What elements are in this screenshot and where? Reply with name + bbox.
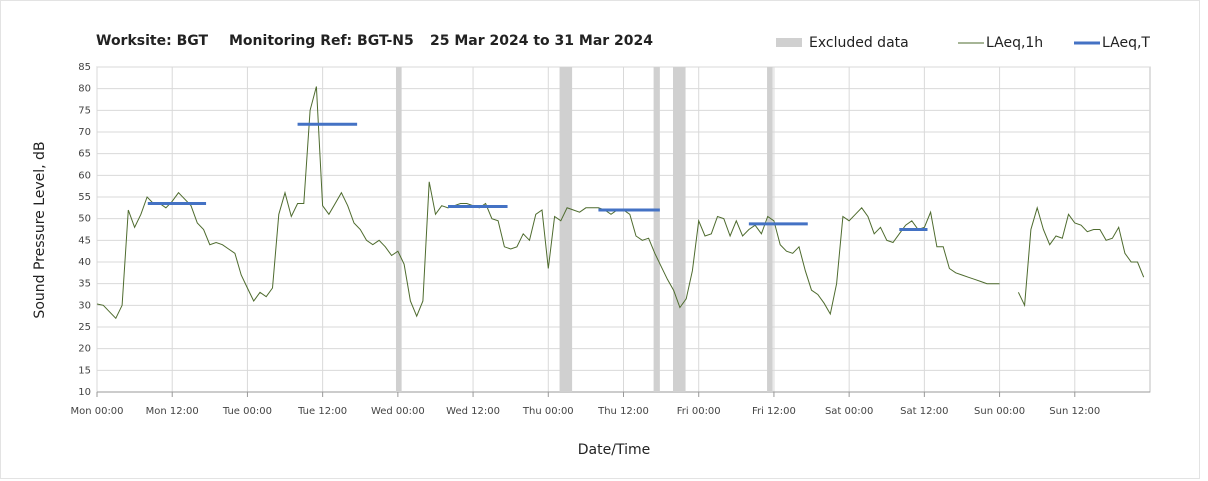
- y-tick-label: 30: [78, 300, 91, 311]
- x-tick-label: Sat 12:00: [900, 406, 948, 417]
- y-tick-label: 55: [78, 192, 91, 203]
- y-tick-label: 45: [78, 235, 91, 246]
- x-tick-label: Fri 12:00: [752, 406, 796, 417]
- x-tick-label: Wed 12:00: [446, 406, 500, 417]
- excluded-band: [559, 67, 573, 392]
- y-tick-label: 60: [78, 170, 91, 181]
- y-tick-label: 80: [78, 84, 91, 95]
- x-axis-label: Date/Time: [578, 442, 650, 458]
- title-dates: 25 Mar 2024 to 31 Mar 2024: [430, 33, 653, 49]
- title-ref: Monitoring Ref: BGT-N5: [229, 33, 414, 49]
- legend-swatch: [776, 38, 802, 47]
- y-tick-label: 20: [78, 344, 91, 355]
- series-line: [96, 86, 1145, 320]
- y-tick-label: 10: [78, 387, 91, 398]
- legend-label: LAeq,T: [1102, 35, 1150, 51]
- excluded-band: [673, 67, 686, 392]
- y-tick-label: 70: [78, 127, 91, 138]
- excluded-band: [395, 67, 402, 392]
- y-tick-label: 85: [78, 62, 91, 73]
- x-tick-label: Sun 12:00: [1049, 406, 1100, 417]
- y-tick-label: 35: [78, 279, 91, 290]
- y-tick-label: 25: [78, 322, 91, 333]
- excluded-band: [653, 67, 660, 392]
- x-tick-label: Mon 12:00: [146, 406, 199, 417]
- legend-label: LAeq,1h: [986, 35, 1043, 51]
- y-axis-label: Sound Pressure Level, dB: [32, 141, 48, 318]
- x-tick-label: Mon 00:00: [70, 406, 123, 417]
- legend-label: Excluded data: [809, 35, 909, 51]
- x-tick-label: Sat 00:00: [825, 406, 873, 417]
- x-tick-label: Tue 00:00: [222, 406, 272, 417]
- y-tick-label: 40: [78, 257, 91, 268]
- x-tick-label: Thu 00:00: [522, 406, 574, 417]
- excluded-band: [767, 67, 773, 392]
- y-tick-label: 65: [78, 149, 91, 160]
- title-worksite: Worksite: BGT: [96, 33, 208, 49]
- x-tick-label: Tue 12:00: [297, 406, 347, 417]
- x-tick-label: Fri 00:00: [677, 406, 721, 417]
- y-tick-label: 15: [78, 365, 91, 376]
- x-tick-label: Sun 00:00: [974, 406, 1025, 417]
- x-tick-label: Wed 00:00: [371, 406, 425, 417]
- y-tick-label: 75: [78, 105, 91, 116]
- y-tick-label: 50: [78, 214, 91, 225]
- x-tick-label: Thu 12:00: [597, 406, 649, 417]
